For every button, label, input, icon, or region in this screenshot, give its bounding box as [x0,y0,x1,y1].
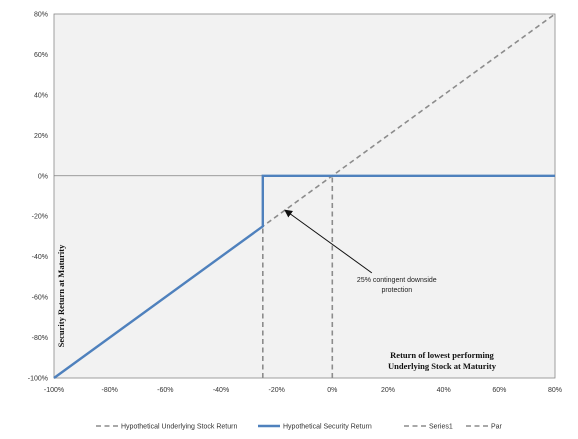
legend: Hypothetical Underlying Stock Return Hypo… [96,424,503,431]
y-tick-label: 20% [34,133,48,140]
legend-label-0: Hypothetical Underlying Stock Return [121,424,237,431]
x-tick-label: 0% [327,387,337,394]
y-tick-label: -40% [32,254,48,261]
x-tick-label: -80% [101,387,117,394]
y-tick-labels: 80% 60% 40% 20% 0% -20% -40% -60% -80% -100% [28,12,48,383]
x-tick-label: -40% [213,387,229,394]
x-tick-label: -20% [268,387,284,394]
y-axis-label: Security Return at Maturity [56,244,66,347]
x-axis-label-line-1: Return of lowest performing [390,350,494,360]
annotation-line-2: protection [381,287,412,294]
series-layer [53,13,556,379]
x-tick-labels: -100% -80% -60% -40% -20% 0% 20% 40% 60% 80% [44,387,562,394]
legend-label-3: Par [491,424,503,431]
x-tick-label: 80% [548,387,562,394]
annotation-line-1: 25% contingent downside [357,277,437,284]
x-axis-label-line-2: Underlying Stock at Maturity [388,361,497,371]
legend-label-2: Series1 [429,424,453,431]
x-tick-label: -60% [157,387,173,394]
annotation-arrow [284,209,373,274]
x-tick-label: 60% [492,387,506,394]
y-tick-label: 60% [34,52,48,59]
x-tick-label: -100% [44,387,64,394]
y-tick-label: -60% [32,295,48,302]
series-line-1 [53,174,555,379]
y-tick-label: -80% [32,335,48,342]
y-tick-label: 0% [38,173,48,180]
y-tick-label: -20% [32,214,48,221]
y-tick-label: 40% [34,92,48,99]
x-tick-label: 20% [381,387,395,394]
legend-label-1: Hypothetical Security Return [283,424,372,431]
y-tick-label: 80% [34,12,48,19]
y-tick-label: -100% [28,376,48,383]
x-tick-label: 40% [437,387,451,394]
